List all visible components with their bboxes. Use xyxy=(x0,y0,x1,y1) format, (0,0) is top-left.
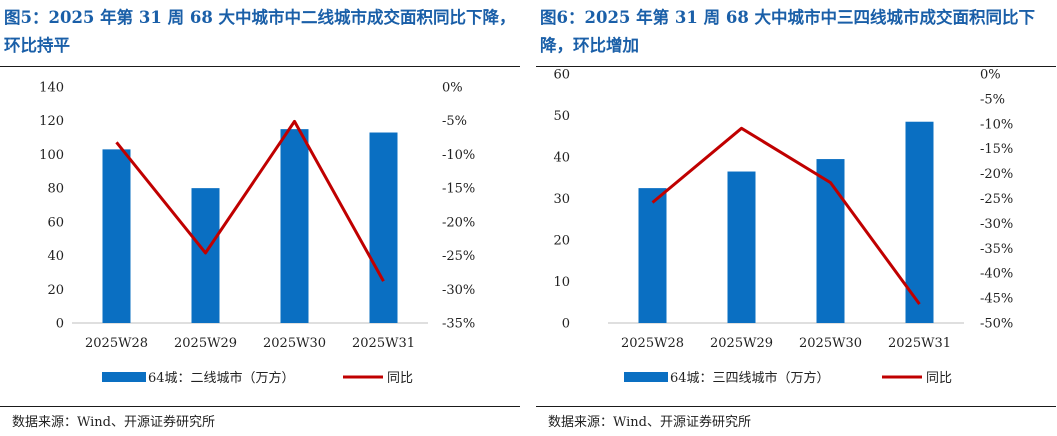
left-axis-tick-label: 20 xyxy=(553,234,570,249)
left-axis-tick-label: 30 xyxy=(553,192,570,207)
right-axis-tick-label: -50% xyxy=(980,317,1013,332)
category-label: 2025W28 xyxy=(621,336,684,351)
left-axis-tick-label: 10 xyxy=(553,275,570,290)
right-axis-tick-label: -20% xyxy=(980,167,1013,182)
figure-6-panel: 图6：2025 年第 31 周 68 大中城市中三四线城市成交面积同比下降，环比… xyxy=(536,0,1056,436)
right-axis-tick-label: -35% xyxy=(442,317,475,332)
left-axis-tick-label: 50 xyxy=(553,109,570,124)
category-label: 2025W28 xyxy=(85,336,148,351)
right-axis-tick-label: -40% xyxy=(980,267,1013,282)
left-axis-tick-label: 140 xyxy=(39,81,64,96)
bar xyxy=(727,171,756,323)
bar xyxy=(191,188,220,323)
right-axis-tick-label: -35% xyxy=(980,242,1013,257)
bar xyxy=(816,159,845,323)
figure-6-chart: 0 10 20 30 40 50 60 -50% -45% -40% -35% -30% -25% -20… xyxy=(553,68,1013,387)
category-label: 2025W29 xyxy=(174,336,237,351)
figure-5-chart: 0 20 40 60 80 100 120 140 -35% -30% -25% -20% -15% -1… xyxy=(39,81,475,387)
legend-bar-swatch xyxy=(102,372,146,382)
right-axis-tick-label: -20% xyxy=(442,215,475,230)
bar xyxy=(638,188,667,323)
left-axis-tick-label: 120 xyxy=(39,114,64,129)
figure-5-title: 图5：2025 年第 31 周 68 大中城市中二线城市成交面积同比下降，环比持… xyxy=(4,8,516,55)
legend-line-label: 同比 xyxy=(387,371,413,386)
bar xyxy=(280,129,309,323)
legend-bar-swatch xyxy=(624,372,668,382)
left-axis-tick-label: 20 xyxy=(47,283,64,298)
left-axis-tick-label: 0 xyxy=(562,317,570,332)
category-label: 2025W30 xyxy=(263,336,326,351)
legend-bar-label: 64城：二线城市（万方） xyxy=(148,370,295,386)
right-axis-tick-label: -10% xyxy=(980,117,1013,132)
left-axis-tick-label: 40 xyxy=(47,249,64,264)
right-axis-tick-label: -25% xyxy=(442,249,475,264)
figure-5-bottom-rule xyxy=(0,406,520,407)
category-label: 2025W31 xyxy=(352,336,415,351)
yoy-line xyxy=(115,119,385,282)
right-axis-tick-label: -5% xyxy=(442,114,467,129)
figure-6-top-rule xyxy=(536,66,1056,67)
right-axis-tick-label: -30% xyxy=(442,283,475,298)
legend-bar-label: 64城：三四线城市（万方） xyxy=(670,370,830,386)
right-axis-tick-label: 0% xyxy=(442,81,463,96)
bar xyxy=(369,132,398,323)
figure-6-bottom-rule xyxy=(536,406,1056,407)
category-label: 2025W29 xyxy=(710,336,773,351)
right-axis-tick-label: -30% xyxy=(980,217,1013,232)
figure-6-source: 数据来源：Wind、开源证券研究所 xyxy=(548,415,751,430)
right-axis-tick-label: -5% xyxy=(980,92,1005,107)
figure-5-panel: 图5：2025 年第 31 周 68 大中城市中二线城市成交面积同比下降，环比持… xyxy=(0,0,520,436)
category-label: 2025W30 xyxy=(799,336,862,351)
left-axis-tick-label: 100 xyxy=(39,148,64,163)
bar xyxy=(102,149,131,323)
category-label: 2025W31 xyxy=(888,336,951,351)
right-axis-tick-label: -15% xyxy=(442,182,475,197)
right-axis-tick-label: 0% xyxy=(980,68,1001,83)
right-axis-tick-label: -10% xyxy=(442,148,475,163)
figure-6-title: 图6：2025 年第 31 周 68 大中城市中三四线城市成交面积同比下降，环比… xyxy=(540,8,1036,55)
figure-5-top-rule xyxy=(0,66,520,67)
right-axis-tick-label: -45% xyxy=(980,292,1013,307)
left-axis-tick-label: 0 xyxy=(56,317,64,332)
figure-5-source: 数据来源：Wind、开源证券研究所 xyxy=(12,415,215,430)
left-axis-tick-label: 60 xyxy=(47,215,64,230)
left-axis-tick-label: 60 xyxy=(553,68,570,83)
right-axis-tick-label: -25% xyxy=(980,192,1013,207)
right-axis-tick-label: -15% xyxy=(980,142,1013,157)
left-axis-tick-label: 80 xyxy=(47,182,64,197)
legend-line-label: 同比 xyxy=(926,371,952,386)
yoy-line xyxy=(651,126,921,305)
left-axis-tick-label: 40 xyxy=(553,151,570,166)
